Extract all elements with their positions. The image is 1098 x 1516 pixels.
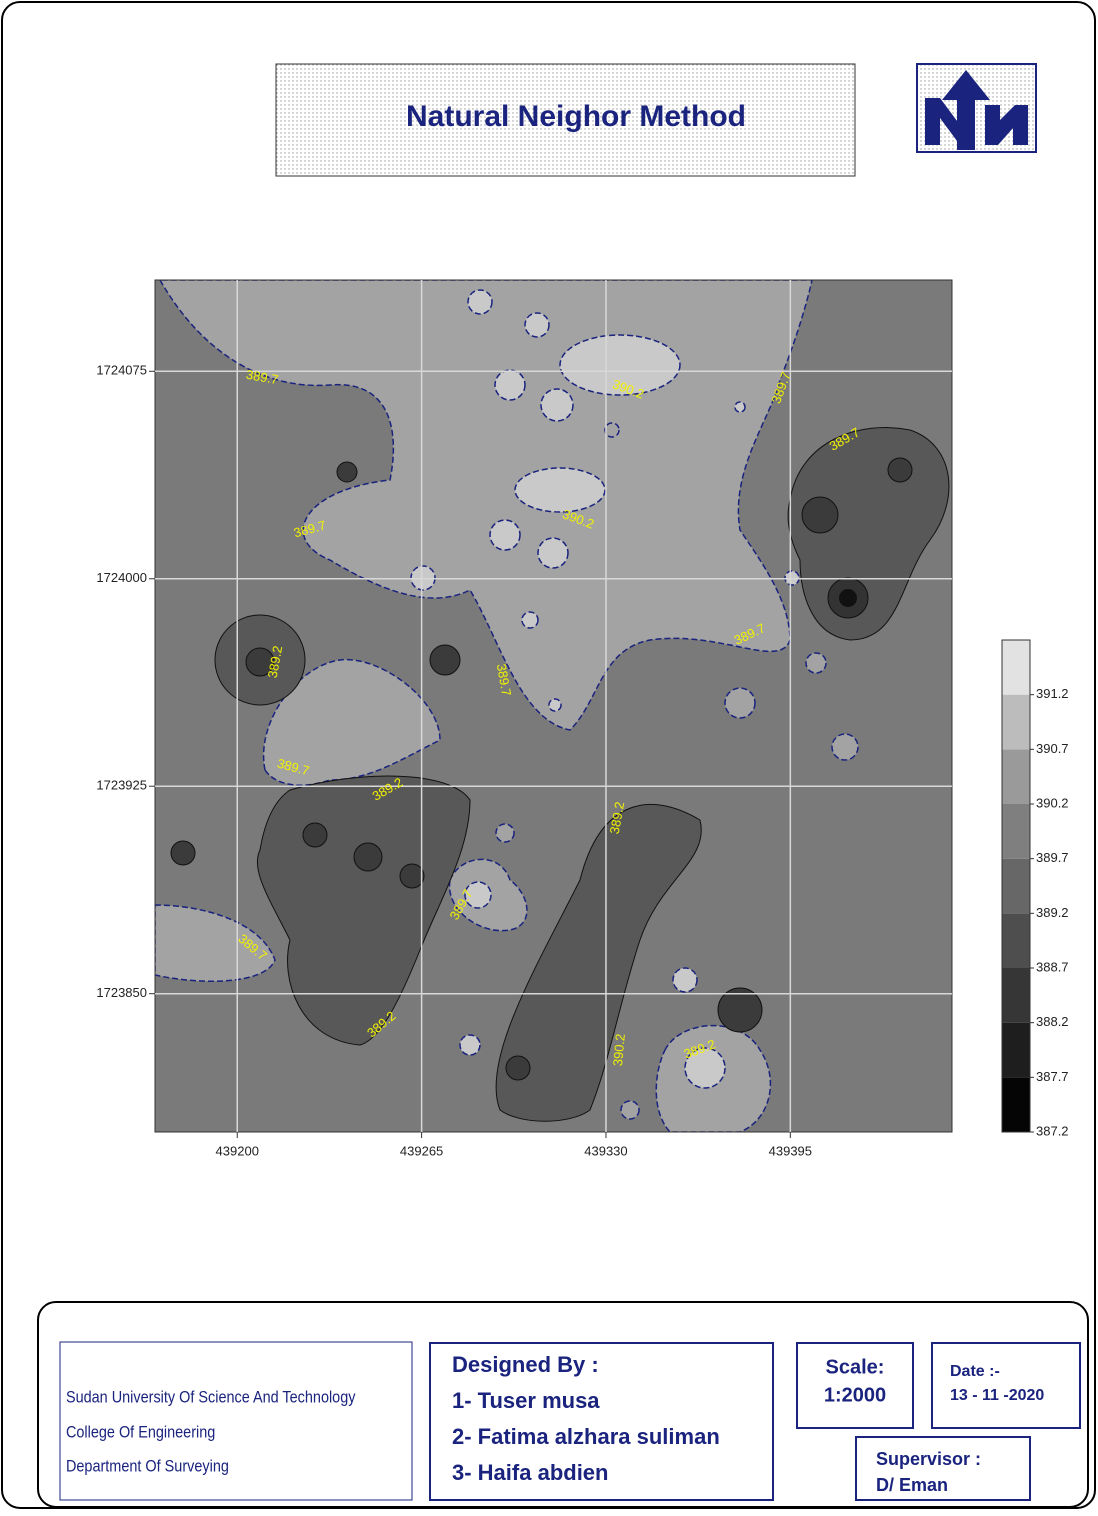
institution: College Of Engineering (66, 1423, 215, 1441)
legend-label: 389.2 (1036, 905, 1069, 920)
legend-label: 389.7 (1036, 850, 1069, 865)
institution: Department Of Surveying (66, 1457, 229, 1475)
legend-label: 391.2 (1036, 686, 1069, 701)
legend-band (1002, 968, 1030, 1023)
north-arrow (917, 64, 1036, 152)
designed-by: Designed By : (452, 1352, 599, 1377)
scale: 1:2000 (824, 1384, 886, 1406)
designer: 3- Haifa abdien (452, 1460, 608, 1485)
y-tick-label: 1724075 (96, 363, 147, 378)
legend-band (1002, 913, 1030, 968)
legend-band (1002, 1077, 1030, 1132)
supervisor: D/ Eman (876, 1475, 948, 1495)
legend-band (1002, 804, 1030, 859)
designer: 1- Tuser musa (452, 1388, 600, 1413)
legend-label: 388.7 (1036, 959, 1069, 974)
page: Natural Neighor Method (0, 0, 1098, 1511)
scale-label: Scale: (826, 1356, 885, 1378)
contour-map (155, 280, 952, 1132)
date-label: Date :- (950, 1363, 1000, 1380)
supervisor-label: Supervisor : (876, 1449, 981, 1469)
legend-label: 390.2 (1036, 795, 1069, 810)
title: Natural Neighor Method (406, 100, 746, 133)
footer: Sudan University Of Science And Technolo… (38, 1302, 1088, 1507)
legend-label: 388.2 (1036, 1014, 1069, 1029)
x-tick-label: 439395 (769, 1143, 812, 1158)
legend-band (1002, 1023, 1030, 1078)
x-tick-label: 439200 (216, 1143, 259, 1158)
legend-label: 390.7 (1036, 741, 1069, 756)
institution: Sudan University Of Science And Technolo… (66, 1388, 356, 1406)
legend-label: 387.7 (1036, 1069, 1069, 1084)
y-tick-label: 1723925 (96, 778, 147, 793)
legend-band (1002, 749, 1030, 804)
legend-label: 387.2 (1036, 1123, 1069, 1138)
y-tick-label: 1723850 (96, 985, 147, 1000)
y-tick-label: 1724000 (96, 570, 147, 585)
contour-label: 390.2 (610, 1033, 628, 1067)
designer: 2- Fatima alzhara suliman (452, 1424, 720, 1449)
legend-band (1002, 640, 1030, 695)
legend-band (1002, 695, 1030, 750)
date: 13 - 11 -2020 (950, 1387, 1044, 1404)
x-tick-label: 439265 (400, 1143, 443, 1158)
x-tick-label: 439330 (584, 1143, 627, 1158)
legend-band (1002, 859, 1030, 914)
